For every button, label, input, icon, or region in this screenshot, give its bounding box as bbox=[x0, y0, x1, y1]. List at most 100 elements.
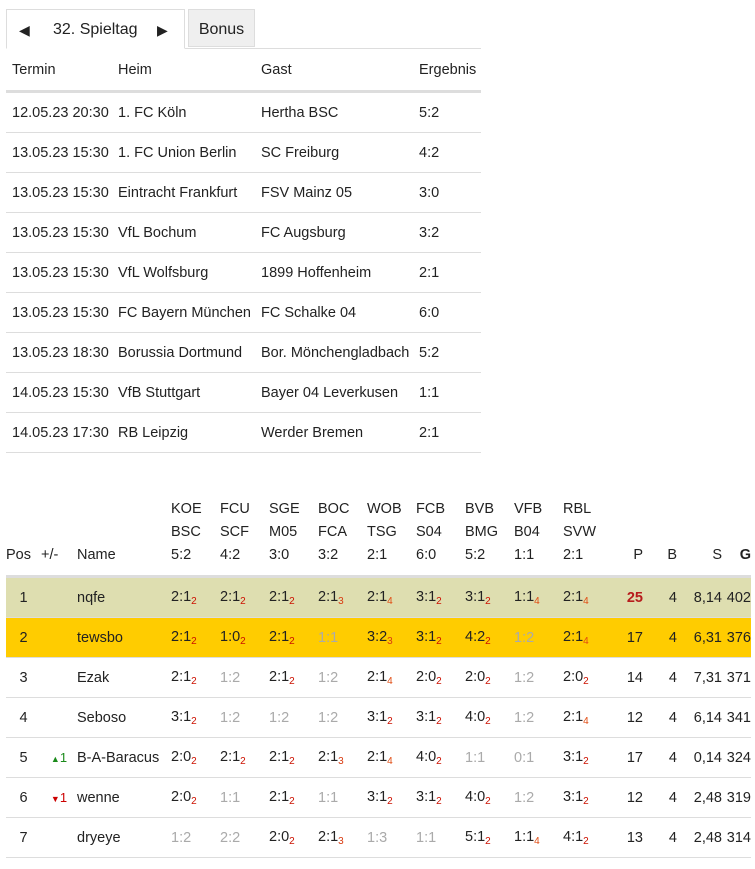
points: 14 bbox=[612, 657, 643, 698]
tip: 2:13 bbox=[318, 576, 367, 618]
home-team: FC Bayern München bbox=[112, 292, 255, 333]
header-name: Name bbox=[77, 498, 171, 578]
tip-points: 2 bbox=[583, 755, 589, 767]
tip: 2:14 bbox=[367, 657, 416, 698]
tip-score: 2:2 bbox=[220, 829, 241, 846]
tip-score: 1:1 bbox=[220, 789, 241, 806]
tab-matchday[interactable]: ◀ 32. Spieltag ▶ bbox=[6, 9, 185, 49]
tip: 2:14 bbox=[563, 617, 612, 658]
header-points: P bbox=[612, 498, 643, 578]
tip-points: 2 bbox=[240, 595, 246, 607]
standings-row[interactable]: 6 ▼1 wenne 2:02 1:1 2:12 1:1 3:12 3:12 4:02 1:2 3:1… bbox=[6, 777, 751, 818]
tip: 2:02 bbox=[171, 777, 220, 818]
tip-points: 2 bbox=[289, 595, 295, 607]
away-abbr: FCA bbox=[318, 524, 347, 540]
tip: 1:1 bbox=[465, 737, 514, 778]
tip: 1:1 bbox=[416, 817, 465, 858]
tip: 2:14 bbox=[563, 576, 612, 618]
away-abbr: SVW bbox=[563, 524, 597, 540]
tip-score: 5:1 bbox=[465, 828, 486, 845]
standings-row[interactable]: 4 Seboso 3:12 1:2 1:2 1:2 3:12 3:12 4:02 1:2 2:14 1… bbox=[6, 697, 751, 738]
tip-score: 2:1 bbox=[563, 628, 584, 645]
tip: 4:02 bbox=[465, 777, 514, 818]
tip: 2:12 bbox=[171, 617, 220, 658]
tip: 2:12 bbox=[269, 576, 318, 618]
position: 5 bbox=[6, 737, 41, 778]
tab-bonus[interactable]: Bonus bbox=[188, 9, 255, 47]
tip-points: 2 bbox=[289, 755, 295, 767]
tip-score: 3:1 bbox=[416, 708, 437, 725]
game-result: 3:0 bbox=[269, 547, 290, 563]
s-value: 6,14 bbox=[677, 697, 722, 738]
tip: 2:14 bbox=[367, 576, 416, 618]
tip-points: 3 bbox=[387, 635, 393, 647]
game-result: 1:1 bbox=[514, 547, 535, 563]
tip: 0:1 bbox=[514, 737, 563, 778]
next-matchday-icon[interactable]: ▶ bbox=[157, 22, 168, 38]
tip-score: 2:1 bbox=[367, 748, 388, 765]
prev-matchday-icon[interactable]: ◀ bbox=[19, 22, 30, 38]
tip: 1:1 bbox=[318, 777, 367, 818]
player-name[interactable]: Seboso bbox=[77, 697, 171, 738]
standings-row[interactable]: 5 ▲1 B-A-Baracus 2:02 2:12 2:12 2:13 2:14 4:02 1:… bbox=[6, 737, 751, 778]
away-abbr: SCF bbox=[220, 524, 249, 540]
rank-change bbox=[41, 617, 77, 658]
result: 2:1 bbox=[413, 252, 481, 293]
tip: 1:14 bbox=[514, 576, 563, 618]
player-name[interactable]: wenne bbox=[77, 777, 171, 818]
tip-points: 3 bbox=[338, 835, 344, 847]
tip: 1:14 bbox=[514, 817, 563, 858]
tip-score: 2:1 bbox=[367, 668, 388, 685]
away-abbr: BMG bbox=[465, 524, 499, 540]
tip: 3:12 bbox=[563, 777, 612, 818]
player-name[interactable]: Ezak bbox=[77, 657, 171, 698]
tip-points: 2 bbox=[485, 595, 491, 607]
standings-row[interactable]: 2 tewsbo 2:12 1:02 2:12 1:1 3:23 3:12 4:22 1:2 2:1… bbox=[6, 617, 751, 658]
tip: 2:12 bbox=[269, 657, 318, 698]
tip: 3:12 bbox=[465, 576, 514, 618]
home-abbr: FCB bbox=[416, 501, 445, 517]
tip-score: 1:2 bbox=[171, 829, 192, 846]
header-s: S bbox=[677, 498, 722, 578]
tip-score: 1:2 bbox=[269, 709, 290, 726]
result: 5:2 bbox=[413, 91, 481, 133]
player-name[interactable]: dryeye bbox=[77, 817, 171, 858]
rank-change bbox=[41, 576, 77, 618]
tip-score: 2:1 bbox=[563, 708, 584, 725]
tip-points: 2 bbox=[583, 675, 589, 687]
tip-score: 2:1 bbox=[318, 828, 339, 845]
tip-score: 0:1 bbox=[514, 749, 535, 766]
tip-score: 2:1 bbox=[318, 588, 339, 605]
game-result: 4:2 bbox=[220, 547, 241, 563]
game-result: 5:2 bbox=[171, 547, 192, 563]
tip-score: 1:1 bbox=[318, 629, 339, 646]
standings-row[interactable]: 3 Ezak 2:12 1:2 2:12 1:2 2:14 2:02 2:02 1:2 2:02 14… bbox=[6, 657, 751, 698]
tip-score: 2:1 bbox=[269, 628, 290, 645]
away-abbr: S04 bbox=[416, 524, 442, 540]
tip-points: 2 bbox=[191, 595, 197, 607]
tip-score: 3:1 bbox=[171, 708, 192, 725]
player-name[interactable]: tewsbo bbox=[77, 617, 171, 658]
total: 371 bbox=[722, 657, 751, 698]
tip: 2:12 bbox=[171, 657, 220, 698]
home-abbr: SGE bbox=[269, 501, 300, 517]
date: 13.05.23 18:30 bbox=[6, 332, 112, 373]
points: 13 bbox=[612, 817, 643, 858]
tip-score: 3:1 bbox=[563, 788, 584, 805]
tip-score: 3:1 bbox=[367, 708, 388, 725]
player-name[interactable]: B-A-Baracus bbox=[77, 737, 171, 778]
tip-points: 4 bbox=[387, 595, 393, 607]
player-name[interactable]: nqfe bbox=[77, 576, 171, 618]
rank-change bbox=[41, 697, 77, 738]
standings-row[interactable]: 7 dryeye 1:2 2:2 2:02 2:13 1:3 1:1 5:12 1:14 4:12 1… bbox=[6, 817, 751, 858]
tip: 3:23 bbox=[367, 617, 416, 658]
away-team: Bayer 04 Leverkusen bbox=[255, 372, 413, 413]
date: 13.05.23 15:30 bbox=[6, 252, 112, 293]
tip: 2:02 bbox=[269, 817, 318, 858]
tip: 3:12 bbox=[367, 777, 416, 818]
game-header: KOE BSC 5:2 bbox=[171, 498, 220, 578]
matches-table: Termin Heim Gast Ergebnis 12.05.23 20:30 1. … bbox=[6, 50, 481, 453]
standings-row[interactable]: 1 nqfe 2:12 2:12 2:12 2:13 2:14 3:12 3:12 1:14 2:1… bbox=[6, 576, 751, 618]
game-header: VFB B04 1:1 bbox=[514, 498, 563, 578]
game-header: WOB TSG 2:1 bbox=[367, 498, 416, 578]
